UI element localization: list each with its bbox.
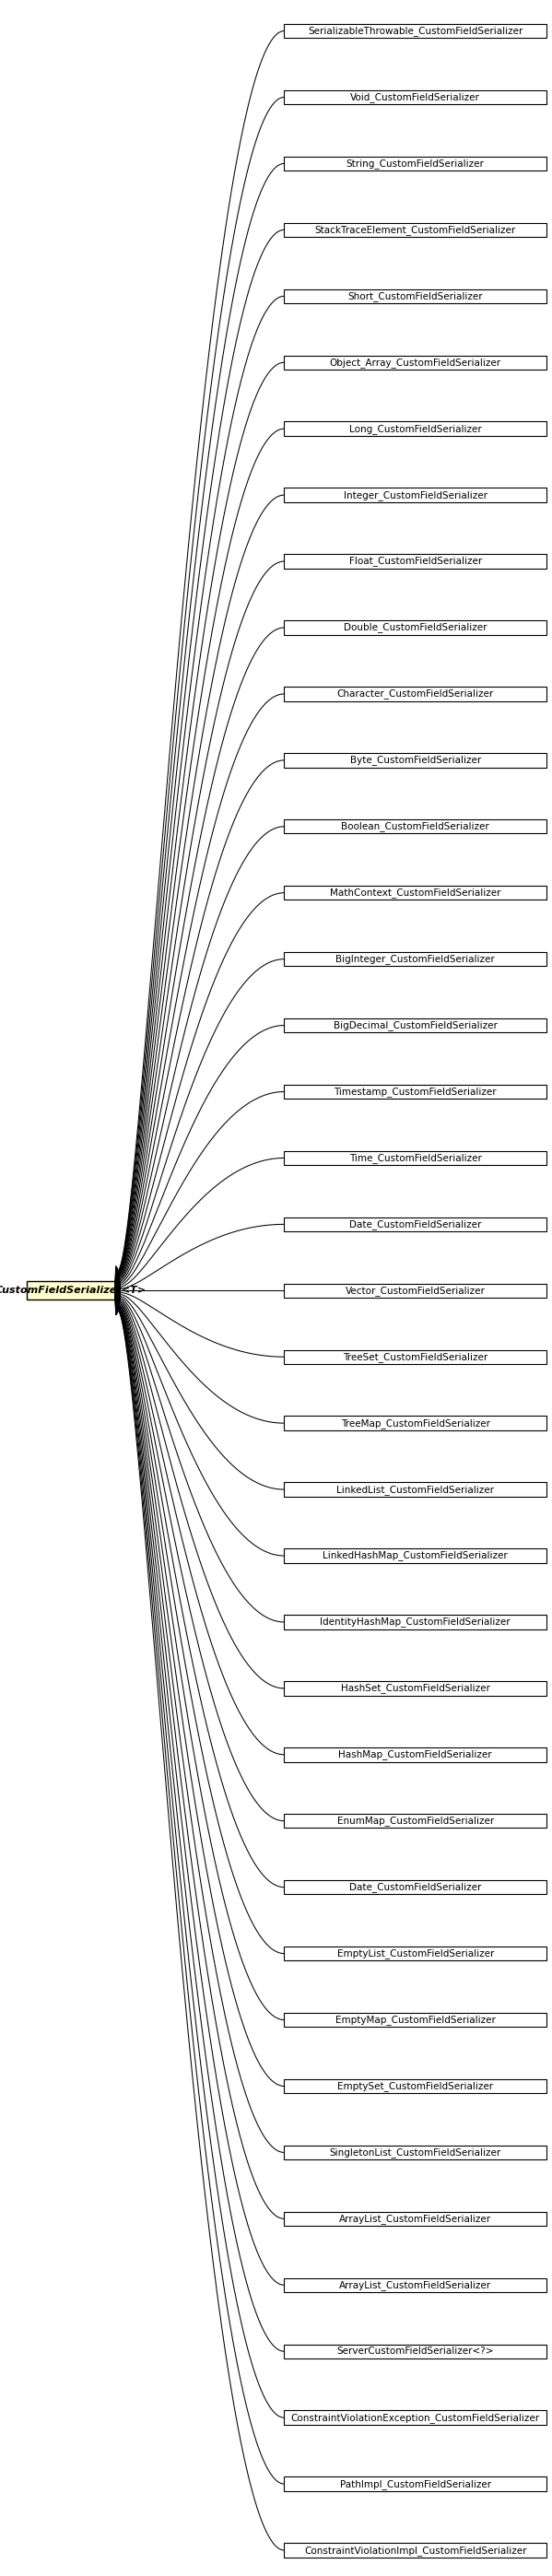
Bar (284, 953, 546, 966)
Text: Byte_CustomFieldSerializer: Byte_CustomFieldSerializer (350, 755, 481, 765)
Text: ConstraintViolationImpl_CustomFieldSerializer: ConstraintViolationImpl_CustomFieldSeria… (304, 2545, 527, 2555)
Bar (284, 1350, 546, 1363)
Text: Date_CustomFieldSerializer: Date_CustomFieldSerializer (349, 1883, 481, 1893)
Text: LinkedHashMap_CustomFieldSerializer: LinkedHashMap_CustomFieldSerializer (323, 1551, 508, 1561)
Text: EmptyMap_CustomFieldSerializer: EmptyMap_CustomFieldSerializer (335, 2014, 496, 2025)
Bar (284, 157, 546, 170)
Text: MathContext_CustomFieldSerializer: MathContext_CustomFieldSerializer (330, 889, 501, 899)
Text: Vector_CustomFieldSerializer: Vector_CustomFieldSerializer (346, 1285, 485, 1296)
Text: LinkedList_CustomFieldSerializer: LinkedList_CustomFieldSerializer (337, 1484, 494, 1494)
Text: EmptySet_CustomFieldSerializer: EmptySet_CustomFieldSerializer (337, 2081, 493, 2092)
Text: SerializableThrowable_CustomFieldSerializer: SerializableThrowable_CustomFieldSeriali… (308, 26, 523, 36)
Bar (284, 2344, 546, 2360)
Bar (284, 2146, 546, 2159)
Bar (284, 23, 546, 39)
Bar (284, 90, 546, 103)
Bar (284, 1018, 546, 1033)
Bar (284, 289, 546, 304)
Text: Long_CustomFieldSerializer: Long_CustomFieldSerializer (349, 422, 481, 433)
Text: HashMap_CustomFieldSerializer: HashMap_CustomFieldSerializer (338, 1749, 492, 1759)
Text: Void_CustomFieldSerializer: Void_CustomFieldSerializer (351, 93, 480, 103)
Text: EmptyList_CustomFieldSerializer: EmptyList_CustomFieldSerializer (337, 1947, 494, 1958)
Bar (284, 752, 546, 768)
Text: BigDecimal_CustomFieldSerializer: BigDecimal_CustomFieldSerializer (333, 1020, 497, 1030)
Text: Integer_CustomFieldSerializer: Integer_CustomFieldSerializer (343, 489, 487, 500)
Bar (284, 1615, 546, 1628)
Text: Date_CustomFieldSerializer: Date_CustomFieldSerializer (349, 1218, 481, 1229)
Text: Double_CustomFieldSerializer: Double_CustomFieldSerializer (344, 623, 487, 634)
Text: Time_CustomFieldSerializer: Time_CustomFieldSerializer (349, 1154, 482, 1162)
Text: String_CustomFieldSerializer: String_CustomFieldSerializer (346, 160, 485, 167)
Bar (284, 2478, 546, 2491)
Bar (284, 819, 546, 835)
Bar (284, 1084, 546, 1100)
Bar (284, 1682, 546, 1695)
Text: CustomFieldSerializer<T>: CustomFieldSerializer<T> (0, 1285, 146, 1296)
Bar (284, 621, 546, 634)
Bar (284, 886, 546, 899)
Text: Character_CustomFieldSerializer: Character_CustomFieldSerializer (337, 688, 494, 698)
Bar (284, 1747, 546, 1762)
Bar (284, 1481, 546, 1497)
Bar (284, 1814, 546, 1829)
Bar (284, 1417, 546, 1430)
Bar (284, 688, 546, 701)
Text: Short_CustomFieldSerializer: Short_CustomFieldSerializer (348, 291, 483, 301)
Bar (284, 1947, 546, 1960)
Text: Timestamp_CustomFieldSerializer: Timestamp_CustomFieldSerializer (334, 1087, 497, 1097)
Text: Boolean_CustomFieldSerializer: Boolean_CustomFieldSerializer (341, 822, 490, 832)
Bar (284, 2213, 546, 2226)
Bar (284, 487, 546, 502)
Text: StackTraceElement_CustomFieldSerializer: StackTraceElement_CustomFieldSerializer (315, 224, 516, 234)
Text: BigInteger_CustomFieldSerializer: BigInteger_CustomFieldSerializer (336, 953, 495, 963)
Text: ArrayList_CustomFieldSerializer: ArrayList_CustomFieldSerializer (339, 2280, 491, 2290)
Text: Float_CustomFieldSerializer: Float_CustomFieldSerializer (349, 556, 482, 567)
Bar (284, 1218, 546, 1231)
Bar (284, 1283, 546, 1298)
Bar (284, 2543, 546, 2558)
Text: ServerCustomFieldSerializer<?>: ServerCustomFieldSerializer<?> (337, 2347, 494, 2357)
Text: TreeMap_CustomFieldSerializer: TreeMap_CustomFieldSerializer (341, 1419, 490, 1427)
Bar (284, 1548, 546, 1564)
Text: EnumMap_CustomFieldSerializer: EnumMap_CustomFieldSerializer (337, 1816, 494, 1826)
Bar (284, 1151, 546, 1164)
Text: Object_Array_CustomFieldSerializer: Object_Array_CustomFieldSerializer (330, 358, 501, 368)
Bar (284, 2411, 546, 2424)
Text: IdentityHashMap_CustomFieldSerializer: IdentityHashMap_CustomFieldSerializer (320, 1618, 511, 1628)
Bar (284, 422, 546, 435)
Bar (26, 1280, 115, 1301)
Text: HashSet_CustomFieldSerializer: HashSet_CustomFieldSerializer (341, 1682, 490, 1692)
Bar (284, 554, 546, 569)
Bar (284, 2012, 546, 2027)
Bar (284, 2079, 546, 2094)
Text: PathImpl_CustomFieldSerializer: PathImpl_CustomFieldSerializer (340, 2478, 491, 2488)
Text: ArrayList_CustomFieldSerializer: ArrayList_CustomFieldSerializer (339, 2213, 491, 2223)
Bar (284, 355, 546, 368)
Text: ConstraintViolationException_CustomFieldSerializer: ConstraintViolationException_CustomField… (291, 2414, 540, 2421)
Bar (284, 1880, 546, 1893)
Bar (284, 2277, 546, 2293)
Text: SingletonList_CustomFieldSerializer: SingletonList_CustomFieldSerializer (330, 2148, 501, 2159)
Text: TreeSet_CustomFieldSerializer: TreeSet_CustomFieldSerializer (343, 1352, 488, 1363)
Bar (284, 222, 546, 237)
